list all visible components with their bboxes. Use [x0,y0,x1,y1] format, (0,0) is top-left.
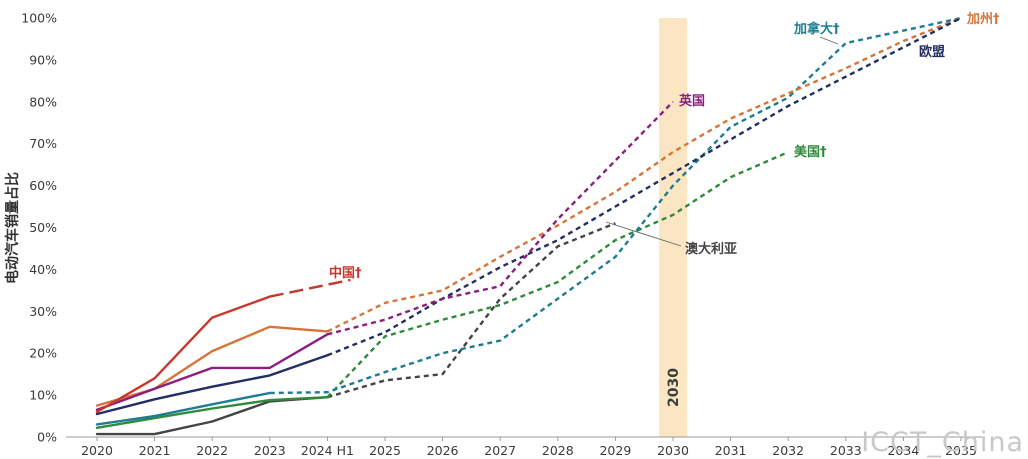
x-tick-label: 2032 [772,443,804,458]
label-china: 中国† [329,265,362,281]
series-historical-line [95,391,271,426]
y-tick-label: 0% [37,430,57,445]
x-tick-label: 2034 [887,443,919,458]
label-australia: 澳大利亚 [685,241,737,257]
series-6 [95,222,616,436]
y-tick-label: 30% [29,304,57,319]
x-tick-label: 2025 [369,443,401,458]
y-tick-label: 80% [29,94,57,109]
series-historical-line [95,396,329,429]
y-tick-label: 50% [29,220,57,235]
y-tick-label: 90% [29,52,57,67]
series-projection-line [269,278,351,298]
x-tick-labels: 2020 2021 2022 2023 2024 H1 2025 2026 2027 2028 2… [81,437,977,458]
series-3 [95,16,962,416]
x-tick-label: 2027 [484,443,516,458]
series-historical-line [95,396,329,436]
x-tick-label: 2033 [830,443,862,458]
y-tick-label: 40% [29,262,57,277]
y-tick-label: 70% [29,136,57,151]
label-california: 加州† [966,12,1000,27]
series-projection-line [326,150,789,399]
series-historical-line [95,325,329,407]
series-0 [95,278,351,414]
x-tick-label: 2020 [81,443,113,458]
y-tick-label: 10% [29,388,57,403]
series-1 [95,16,962,407]
series-5 [95,150,789,429]
series-projection-line [326,16,962,357]
y-tick-label: 100% [21,11,57,26]
series-historical-line [95,333,329,411]
x-tick-label: 2031 [715,443,747,458]
label-uk: 英国 [678,93,705,109]
highlight-band-label: 2030 [666,368,682,407]
label-us: 美国† [794,144,827,160]
highlight-band [659,18,687,437]
series-historical-line [95,354,329,416]
x-tick-label: 2028 [542,443,574,458]
series-projection-line [326,16,962,333]
series-projection-line [269,16,962,395]
label-canada: 加拿大† [793,21,840,37]
series-2 [95,100,674,411]
y-axis-label: 电动汽车销量占比 [4,172,21,284]
x-tick-label: 2024 H1 [301,443,354,458]
series-lines [95,16,962,436]
y-tick-label: 20% [29,346,57,361]
x-tick-label: 2026 [427,443,459,458]
series-4 [95,16,962,426]
label-eu: 欧盟 [919,44,945,60]
x-tick-label: 2030 [657,443,689,458]
canada-leader-line [819,36,839,45]
series-labels: 中国† 加州† 英国 欧盟 加拿大† 美国† 澳大利亚 [329,12,1000,281]
x-tick-label: 2022 [196,443,228,458]
x-tick-label: 2021 [139,443,171,458]
series-historical-line [95,295,271,414]
x-tick-label: 2035 [945,443,977,458]
series-projection-line [327,100,674,336]
series-projection-line [327,222,616,399]
highlight-band-2030: 2030 [659,18,687,437]
y-tick-label: 60% [29,178,57,193]
y-tick-labels: 0% 10% 20% 30% 40% 50% 60% 70% 80% 90% 100% [21,11,57,445]
australia-leader-line [605,221,682,247]
x-tick-label: 2023 [254,443,286,458]
x-tick-label: 2029 [599,443,631,458]
watermark: ICCT_China [861,427,1024,458]
